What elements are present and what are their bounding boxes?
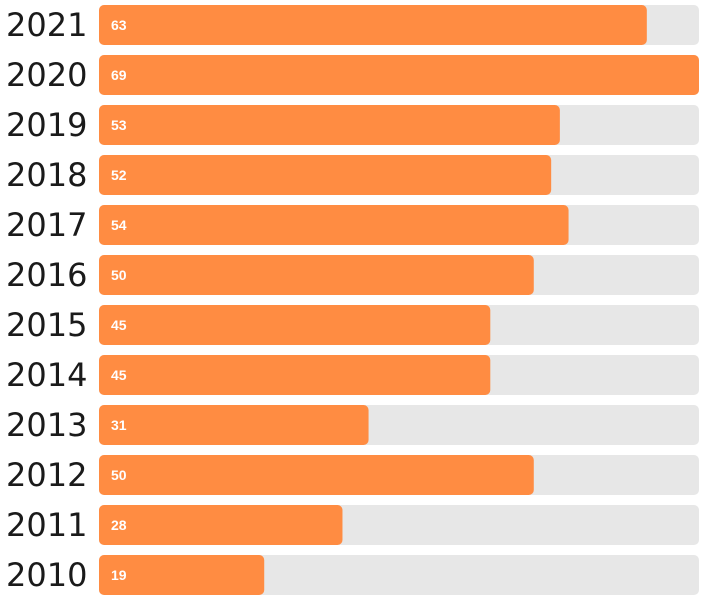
category-label: 2013 xyxy=(6,406,87,444)
bar-row: 2012 50 xyxy=(6,455,699,495)
category-label: 2011 xyxy=(6,506,87,544)
category-label: 2020 xyxy=(6,56,87,94)
bar-row: 2011 28 xyxy=(6,505,699,545)
category-label: 2010 xyxy=(6,556,87,594)
category-label: 2018 xyxy=(6,156,87,194)
category-label: 2017 xyxy=(6,206,87,244)
bar xyxy=(99,555,265,595)
category-label: 2016 xyxy=(6,256,87,294)
value-label: 45 xyxy=(111,317,127,333)
bar-row: 2014 45 xyxy=(6,355,699,395)
value-label: 45 xyxy=(111,367,127,383)
bar xyxy=(99,5,647,45)
bar xyxy=(99,105,560,145)
bar-row: 2010 19 xyxy=(6,555,699,595)
bar xyxy=(99,505,343,545)
value-label: 53 xyxy=(111,117,127,133)
bar xyxy=(99,355,491,395)
bar-row: 2015 45 xyxy=(6,305,699,345)
value-label: 31 xyxy=(111,417,127,433)
bar xyxy=(99,455,534,495)
bar-row: 2013 31 xyxy=(6,405,699,445)
value-label: 63 xyxy=(111,17,127,33)
bar xyxy=(99,155,552,195)
bar-row: 2017 54 xyxy=(6,205,699,245)
value-label: 69 xyxy=(111,67,127,83)
category-label: 2015 xyxy=(6,306,87,344)
bar xyxy=(99,405,369,445)
category-label: 2021 xyxy=(6,6,87,44)
bar-row: 2016 50 xyxy=(6,255,699,295)
bar-row: 2020 69 xyxy=(6,55,699,95)
bar xyxy=(99,255,534,295)
bar-row: 2018 52 xyxy=(6,155,699,195)
value-label: 19 xyxy=(111,567,127,583)
category-label: 2012 xyxy=(6,456,87,494)
bar xyxy=(99,55,699,95)
category-label: 2014 xyxy=(6,356,87,394)
value-label: 50 xyxy=(111,467,127,483)
value-label: 50 xyxy=(111,267,127,283)
bar xyxy=(99,305,491,345)
value-label: 28 xyxy=(111,517,127,533)
bar-row: 2021 63 xyxy=(6,5,699,45)
value-label: 52 xyxy=(111,167,127,183)
bar xyxy=(99,205,569,245)
bar-row: 2019 53 xyxy=(6,105,699,145)
value-label: 54 xyxy=(111,217,127,233)
category-label: 2019 xyxy=(6,106,87,144)
